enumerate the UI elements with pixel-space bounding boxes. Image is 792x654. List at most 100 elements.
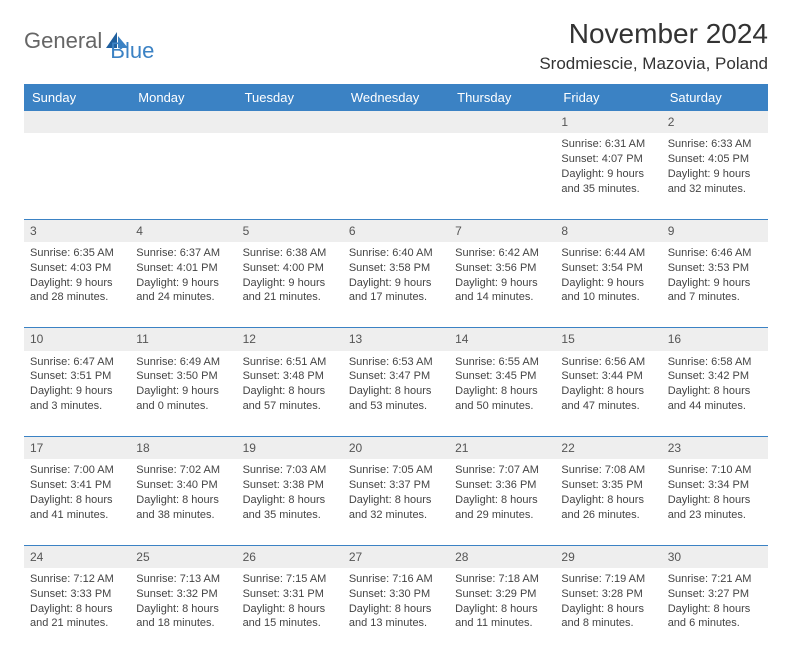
sunset-text: Sunset: 3:31 PM: [243, 587, 337, 602]
day1-text: Daylight: 9 hours: [668, 167, 762, 182]
day-number: 6: [343, 219, 449, 242]
day-number: 27: [343, 545, 449, 568]
logo: General Blue: [24, 18, 154, 64]
day-cell: Sunrise: 7:07 AMSunset: 3:36 PMDaylight:…: [449, 459, 555, 545]
day-number: 12: [237, 328, 343, 351]
day-cell: Sunrise: 7:12 AMSunset: 3:33 PMDaylight:…: [24, 568, 130, 654]
location-label: Srodmiescie, Mazovia, Poland: [539, 54, 768, 74]
day-number: [343, 111, 449, 133]
day-number-row: 3456789: [24, 219, 768, 242]
sunrise-text: Sunrise: 6:42 AM: [455, 246, 549, 261]
day-number: 11: [130, 328, 236, 351]
day1-text: Daylight: 9 hours: [30, 384, 124, 399]
sunrise-text: Sunrise: 7:03 AM: [243, 463, 337, 478]
day-cell: [237, 133, 343, 219]
day2-text: and 18 minutes.: [136, 616, 230, 631]
sunset-text: Sunset: 3:33 PM: [30, 587, 124, 602]
weekday-header: Tuesday: [237, 84, 343, 111]
sunset-text: Sunset: 3:51 PM: [30, 369, 124, 384]
page-title: November 2024: [539, 18, 768, 50]
day-number: 20: [343, 437, 449, 460]
day2-text: and 11 minutes.: [455, 616, 549, 631]
day1-text: Daylight: 8 hours: [136, 493, 230, 508]
day1-text: Daylight: 8 hours: [349, 602, 443, 617]
day2-text: and 10 minutes.: [561, 290, 655, 305]
sunset-text: Sunset: 3:45 PM: [455, 369, 549, 384]
day2-text: and 53 minutes.: [349, 399, 443, 414]
day-cell: Sunrise: 6:53 AMSunset: 3:47 PMDaylight:…: [343, 351, 449, 437]
day-number: 30: [662, 545, 768, 568]
sunset-text: Sunset: 3:50 PM: [136, 369, 230, 384]
day-cell: [343, 133, 449, 219]
day-number: 18: [130, 437, 236, 460]
day-number: 25: [130, 545, 236, 568]
sunset-text: Sunset: 3:47 PM: [349, 369, 443, 384]
sunset-text: Sunset: 3:32 PM: [136, 587, 230, 602]
day-cell: Sunrise: 6:42 AMSunset: 3:56 PMDaylight:…: [449, 242, 555, 328]
sunrise-text: Sunrise: 7:10 AM: [668, 463, 762, 478]
sunrise-text: Sunrise: 7:19 AM: [561, 572, 655, 587]
day2-text: and 41 minutes.: [30, 508, 124, 523]
logo-text-2: Blue: [110, 38, 154, 64]
sunset-text: Sunset: 3:35 PM: [561, 478, 655, 493]
sunrise-text: Sunrise: 7:18 AM: [455, 572, 549, 587]
day-cell: Sunrise: 6:55 AMSunset: 3:45 PMDaylight:…: [449, 351, 555, 437]
sunset-text: Sunset: 3:54 PM: [561, 261, 655, 276]
day-cell: Sunrise: 6:38 AMSunset: 4:00 PMDaylight:…: [237, 242, 343, 328]
sunrise-text: Sunrise: 7:05 AM: [349, 463, 443, 478]
day-cell: Sunrise: 6:49 AMSunset: 3:50 PMDaylight:…: [130, 351, 236, 437]
sunrise-text: Sunrise: 6:44 AM: [561, 246, 655, 261]
day-cell: Sunrise: 6:47 AMSunset: 3:51 PMDaylight:…: [24, 351, 130, 437]
sunset-text: Sunset: 3:40 PM: [136, 478, 230, 493]
day-cell: Sunrise: 7:18 AMSunset: 3:29 PMDaylight:…: [449, 568, 555, 654]
day-number: 9: [662, 219, 768, 242]
day1-text: Daylight: 8 hours: [455, 493, 549, 508]
day-cell: Sunrise: 7:19 AMSunset: 3:28 PMDaylight:…: [555, 568, 661, 654]
day2-text: and 17 minutes.: [349, 290, 443, 305]
day-number: 17: [24, 437, 130, 460]
day2-text: and 21 minutes.: [30, 616, 124, 631]
day2-text: and 50 minutes.: [455, 399, 549, 414]
day1-text: Daylight: 8 hours: [561, 602, 655, 617]
day1-text: Daylight: 9 hours: [561, 167, 655, 182]
day-cell: Sunrise: 6:31 AMSunset: 4:07 PMDaylight:…: [555, 133, 661, 219]
sunset-text: Sunset: 3:37 PM: [349, 478, 443, 493]
day-content-row: Sunrise: 6:31 AMSunset: 4:07 PMDaylight:…: [24, 133, 768, 219]
day-number: 13: [343, 328, 449, 351]
day-number: 10: [24, 328, 130, 351]
sunset-text: Sunset: 3:30 PM: [349, 587, 443, 602]
sunset-text: Sunset: 3:27 PM: [668, 587, 762, 602]
day-number: 14: [449, 328, 555, 351]
page-header: General Blue November 2024 Srodmiescie, …: [24, 18, 768, 74]
sunset-text: Sunset: 3:44 PM: [561, 369, 655, 384]
day-cell: Sunrise: 6:51 AMSunset: 3:48 PMDaylight:…: [237, 351, 343, 437]
day-cell: Sunrise: 7:21 AMSunset: 3:27 PMDaylight:…: [662, 568, 768, 654]
day2-text: and 57 minutes.: [243, 399, 337, 414]
day-content-row: Sunrise: 7:00 AMSunset: 3:41 PMDaylight:…: [24, 459, 768, 545]
sunrise-text: Sunrise: 7:13 AM: [136, 572, 230, 587]
day-cell: Sunrise: 7:03 AMSunset: 3:38 PMDaylight:…: [237, 459, 343, 545]
day1-text: Daylight: 8 hours: [243, 602, 337, 617]
day-content-row: Sunrise: 6:47 AMSunset: 3:51 PMDaylight:…: [24, 351, 768, 437]
day1-text: Daylight: 8 hours: [136, 602, 230, 617]
day1-text: Daylight: 8 hours: [349, 493, 443, 508]
day-content-row: Sunrise: 7:12 AMSunset: 3:33 PMDaylight:…: [24, 568, 768, 654]
sunrise-text: Sunrise: 6:31 AM: [561, 137, 655, 152]
sunset-text: Sunset: 3:53 PM: [668, 261, 762, 276]
day2-text: and 21 minutes.: [243, 290, 337, 305]
day1-text: Daylight: 8 hours: [668, 602, 762, 617]
weekday-header: Thursday: [449, 84, 555, 111]
day2-text: and 14 minutes.: [455, 290, 549, 305]
day2-text: and 23 minutes.: [668, 508, 762, 523]
day2-text: and 8 minutes.: [561, 616, 655, 631]
day-cell: [449, 133, 555, 219]
day-cell: Sunrise: 6:40 AMSunset: 3:58 PMDaylight:…: [343, 242, 449, 328]
day1-text: Daylight: 8 hours: [668, 493, 762, 508]
sunset-text: Sunset: 4:03 PM: [30, 261, 124, 276]
day-cell: Sunrise: 7:13 AMSunset: 3:32 PMDaylight:…: [130, 568, 236, 654]
logo-text-1: General: [24, 28, 102, 54]
weekday-header: Monday: [130, 84, 236, 111]
day-number-row: 10111213141516: [24, 328, 768, 351]
sunrise-text: Sunrise: 6:40 AM: [349, 246, 443, 261]
day2-text: and 3 minutes.: [30, 399, 124, 414]
